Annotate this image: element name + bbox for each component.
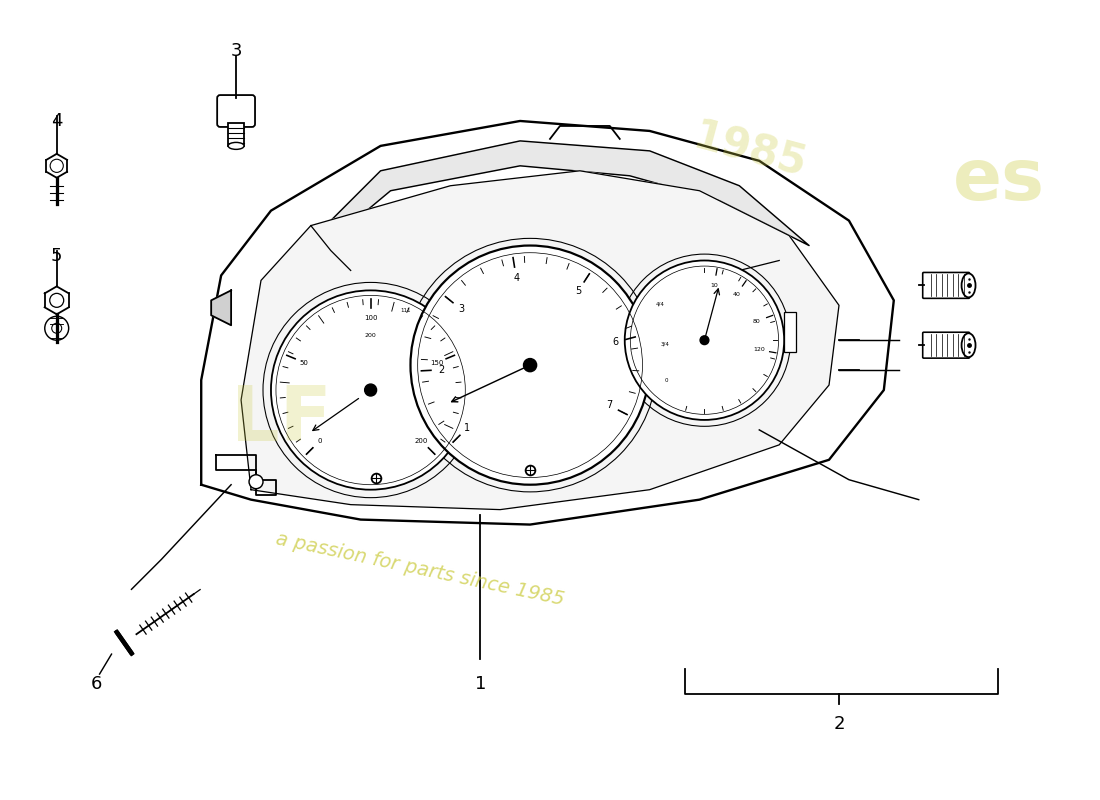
Text: 7: 7	[606, 400, 612, 410]
Circle shape	[45, 316, 68, 340]
Ellipse shape	[961, 334, 976, 357]
Text: 200: 200	[365, 333, 376, 338]
Polygon shape	[241, 170, 839, 510]
Polygon shape	[201, 121, 894, 525]
Text: 1: 1	[464, 422, 471, 433]
Circle shape	[524, 358, 537, 372]
Text: 6: 6	[613, 338, 618, 347]
Text: 1: 1	[474, 675, 486, 693]
Circle shape	[625, 261, 784, 420]
Text: 150: 150	[430, 359, 443, 366]
FancyBboxPatch shape	[217, 95, 255, 127]
Text: es: es	[953, 146, 1044, 215]
Text: 2: 2	[439, 365, 444, 374]
Circle shape	[271, 290, 471, 490]
Text: 100: 100	[364, 315, 377, 322]
Text: 3/4: 3/4	[660, 342, 669, 346]
Text: 0: 0	[318, 438, 322, 444]
Bar	[784, 312, 796, 352]
Text: 4: 4	[514, 273, 519, 282]
Circle shape	[700, 336, 708, 345]
FancyBboxPatch shape	[923, 332, 969, 358]
Text: 4/4: 4/4	[657, 302, 665, 307]
Text: 10: 10	[711, 282, 718, 288]
Text: 2: 2	[833, 715, 845, 733]
Polygon shape	[211, 290, 231, 326]
Text: 5: 5	[575, 286, 582, 296]
Circle shape	[249, 474, 263, 489]
Circle shape	[364, 384, 376, 396]
Circle shape	[410, 246, 650, 485]
Text: 0: 0	[664, 378, 668, 382]
Ellipse shape	[228, 142, 244, 150]
Text: 3: 3	[230, 42, 242, 60]
FancyBboxPatch shape	[923, 273, 969, 298]
Text: 111: 111	[400, 308, 410, 313]
Text: 200: 200	[415, 438, 428, 444]
Text: LF: LF	[231, 383, 331, 457]
Bar	[228, 123, 244, 146]
Text: 4: 4	[51, 112, 63, 130]
Text: 1985: 1985	[688, 116, 811, 186]
Text: 40: 40	[733, 292, 740, 297]
Text: a passion for parts since 1985: a passion for parts since 1985	[274, 530, 566, 610]
Text: 3: 3	[459, 305, 464, 314]
Text: 120: 120	[754, 347, 766, 352]
Polygon shape	[321, 141, 810, 246]
Ellipse shape	[961, 274, 976, 298]
Text: 80: 80	[754, 318, 761, 324]
Text: 5: 5	[51, 246, 63, 265]
Polygon shape	[217, 455, 276, 494]
Text: 50: 50	[300, 359, 309, 366]
Text: 6: 6	[91, 675, 102, 693]
